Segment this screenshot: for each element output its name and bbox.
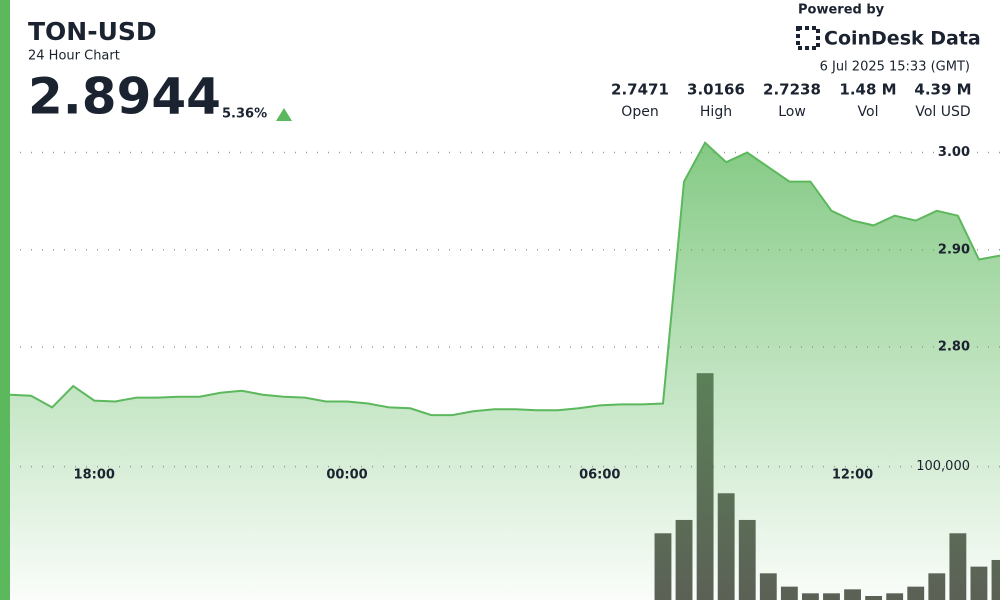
brand-logo bbox=[796, 26, 820, 50]
x-tick-label: 00:00 bbox=[326, 468, 367, 483]
stat-label: Low bbox=[778, 104, 806, 120]
x-tick-label: 06:00 bbox=[579, 468, 620, 483]
stat-value: 3.0166 bbox=[687, 81, 745, 99]
stat-value: 2.7238 bbox=[763, 81, 821, 99]
stat-label: Open bbox=[621, 104, 658, 120]
y-tick-label: 2.80 bbox=[938, 340, 970, 355]
x-tick-label: 12:00 bbox=[832, 468, 873, 483]
stat-label: Vol bbox=[858, 104, 879, 120]
accent-bar bbox=[0, 0, 10, 600]
chart-title: TON-USD bbox=[28, 17, 157, 46]
y-tick-label: 2.90 bbox=[938, 242, 970, 257]
stat-value: 4.39 M bbox=[914, 81, 971, 99]
powered-by: Powered by bbox=[798, 3, 885, 18]
price-area bbox=[10, 142, 1000, 600]
y2-tick-label: 100,000 bbox=[916, 459, 970, 474]
x-tick-label: 18:00 bbox=[74, 468, 115, 483]
subtitle: 24 Hour Chart bbox=[28, 49, 120, 64]
stat-label: Vol USD bbox=[915, 104, 970, 120]
price: 2.8944 bbox=[28, 68, 221, 126]
stat-value: 2.7471 bbox=[611, 81, 669, 99]
stat-label: High bbox=[700, 104, 732, 120]
stat-value: 1.48 M bbox=[839, 81, 896, 99]
timestamp: 6 Jul 2025 15:33 (GMT) bbox=[820, 60, 970, 75]
brand: CoinDesk Data bbox=[824, 28, 981, 50]
up-arrow bbox=[276, 108, 292, 121]
change: 5.36% bbox=[222, 107, 267, 122]
y-tick-label: 3.00 bbox=[938, 145, 970, 160]
price-line bbox=[9, 141, 1000, 417]
